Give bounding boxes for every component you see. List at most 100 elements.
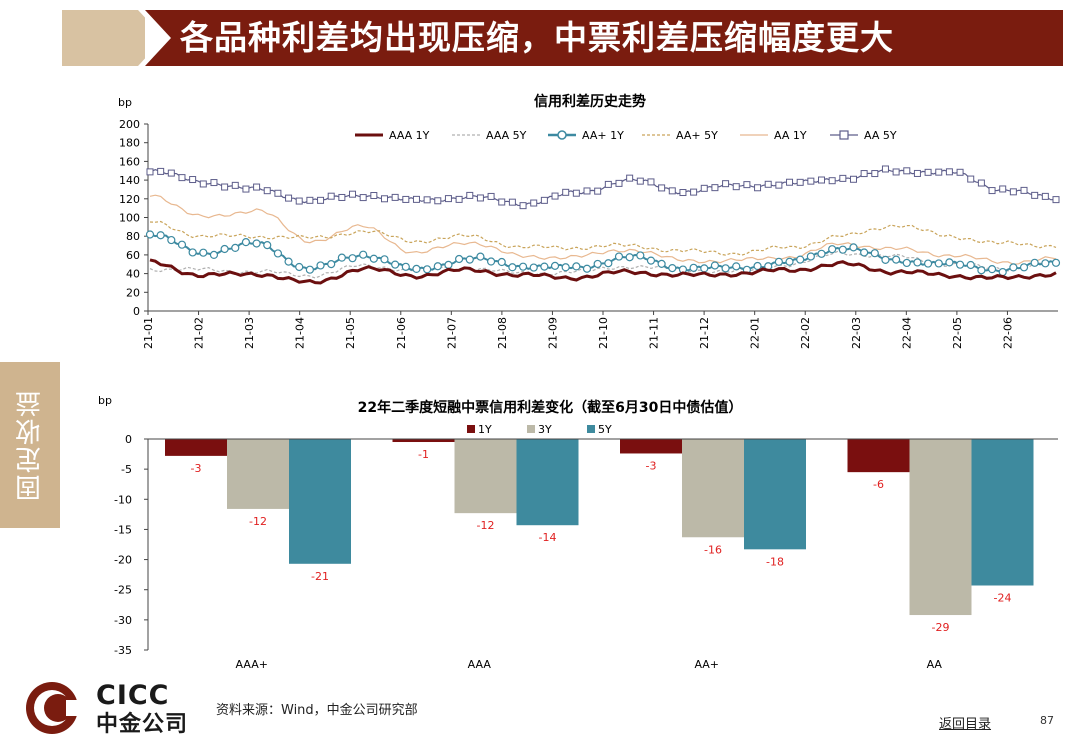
line-chart-point: [519, 202, 527, 210]
line-chart-point: [349, 190, 357, 198]
line-chart-point: [146, 168, 154, 176]
line-chart-x-tick-label: 22-04: [900, 317, 913, 349]
line-chart-point: [273, 249, 283, 258]
line-chart-point: [881, 255, 890, 264]
line-chart-point: [987, 265, 997, 274]
line-chart-point: [1009, 263, 1018, 272]
line-chart-point: [263, 241, 272, 250]
line-chart-point: [1041, 259, 1050, 268]
line-chart-point: [188, 248, 197, 257]
line-chart-point: [455, 195, 463, 203]
line-chart-point: [316, 261, 325, 270]
bar-chart-y-tick-label: -35: [114, 644, 132, 657]
line-chart-point: [465, 255, 474, 264]
line-chart-x-tick-label: 22-05: [951, 317, 964, 349]
line-chart-point: [582, 264, 592, 273]
line-chart-point: [327, 260, 336, 269]
line-chart-point: [561, 263, 570, 272]
line-chart-point: [550, 261, 560, 270]
line-chart-point: [444, 195, 452, 203]
line-chart-point: [583, 187, 591, 195]
line-chart-point: [455, 254, 464, 264]
line-chart-x-tick-label: 21-06: [395, 317, 408, 349]
logo-text: CICC: [96, 680, 170, 711]
title-banner-notch: [145, 10, 171, 66]
line-chart-series-aaa-5y: [149, 250, 1057, 279]
line-chart-point: [881, 165, 889, 173]
line-chart-point: [998, 267, 1007, 277]
line-chart-point: [764, 180, 772, 188]
line-chart-x-tick-label: 21-03: [243, 317, 256, 349]
line-chart-series-aa-1y: [149, 194, 1057, 265]
line-chart-point: [572, 262, 581, 271]
line-chart-point: [253, 183, 261, 191]
bar-chart-value-label: -3: [646, 459, 657, 472]
line-chart-point: [754, 184, 762, 192]
logo-cn-text: 中金公司: [96, 712, 189, 737]
line-chart-legend-label: AA+ 1Y: [582, 129, 624, 142]
line-chart-point: [668, 187, 676, 195]
page-title: 各品种利差均出现压缩，中票利差压缩幅度更大: [180, 18, 894, 57]
line-chart-point: [221, 183, 229, 191]
line-chart-point: [380, 255, 389, 264]
line-chart-point: [721, 264, 730, 273]
line-chart-point: [337, 253, 346, 262]
line-chart-point: [476, 252, 485, 261]
line-chart-point: [1020, 186, 1028, 194]
bar-chart-value-label: -6: [873, 478, 884, 491]
line-chart-legend-label: AA 5Y: [864, 129, 897, 142]
line-chart-point: [839, 174, 847, 182]
bar-chart-bar: [847, 439, 910, 473]
line-chart-point: [838, 245, 847, 254]
line-chart-legend-label: AAA 5Y: [486, 129, 527, 142]
line-chart-point: [423, 265, 432, 274]
line-chart-x-tick-label: 22-01: [749, 317, 762, 349]
line-chart-point: [646, 256, 656, 265]
bar-chart-bar: [971, 439, 1034, 586]
line-chart-y-tick-label: 0: [133, 305, 140, 318]
line-chart-x-tick-label: 21-11: [648, 317, 661, 349]
title-banner: [145, 10, 1063, 66]
bar-chart-y-tick-label: 0: [125, 433, 132, 446]
back-to-contents-link[interactable]: 返回目录: [939, 717, 992, 732]
line-chart-point: [401, 262, 410, 271]
line-chart-legend-marker: [839, 130, 849, 140]
line-chart-point: [902, 258, 911, 268]
bar-chart-legend-label: 5Y: [598, 423, 612, 436]
bar-chart-value-label: -12: [249, 515, 267, 528]
line-chart-point: [306, 196, 314, 204]
line-chart-point: [348, 254, 357, 263]
line-chart-point: [434, 197, 442, 205]
line-chart-point: [913, 169, 921, 177]
line-chart-point: [594, 187, 602, 195]
line-chart-point: [966, 260, 975, 270]
line-chart-point: [849, 175, 857, 183]
line-chart-point: [806, 252, 815, 261]
bar-chart-value-label: -24: [994, 591, 1012, 604]
line-chart-point: [625, 253, 634, 262]
line-chart-x-tick-label: 21-05: [344, 317, 357, 349]
bar-chart-bar: [682, 439, 744, 538]
line-chart-point: [711, 184, 719, 192]
bar-chart-category-label: AAA+: [236, 658, 268, 671]
line-chart-point: [572, 189, 580, 197]
line-chart-point: [977, 266, 986, 275]
line-chart-x-tick-label: 21-04: [294, 317, 307, 349]
line-chart-point: [615, 179, 623, 187]
line-chart-point: [157, 167, 165, 175]
line-chart-point: [690, 188, 698, 196]
line-chart-point: [486, 257, 496, 266]
bar-chart-title: 22年二季度短融中票信用利差变化（截至6月30日中债估值）: [358, 399, 743, 416]
bar-chart-bar: [392, 439, 455, 443]
line-chart-point: [380, 195, 388, 203]
line-chart-x-tick-label: 22-06: [1001, 317, 1014, 349]
line-chart-point: [402, 195, 410, 203]
line-chart-point: [807, 177, 815, 185]
line-chart-legend-label: AA+ 5Y: [676, 129, 718, 142]
page-number: 87: [1040, 714, 1054, 727]
line-chart-point: [955, 260, 965, 269]
line-chart-x-tick-label: 22-03: [850, 317, 863, 349]
line-chart-point: [871, 170, 879, 178]
line-chart-x-tick-label: 21-02: [193, 317, 206, 349]
line-chart-point: [540, 262, 549, 271]
